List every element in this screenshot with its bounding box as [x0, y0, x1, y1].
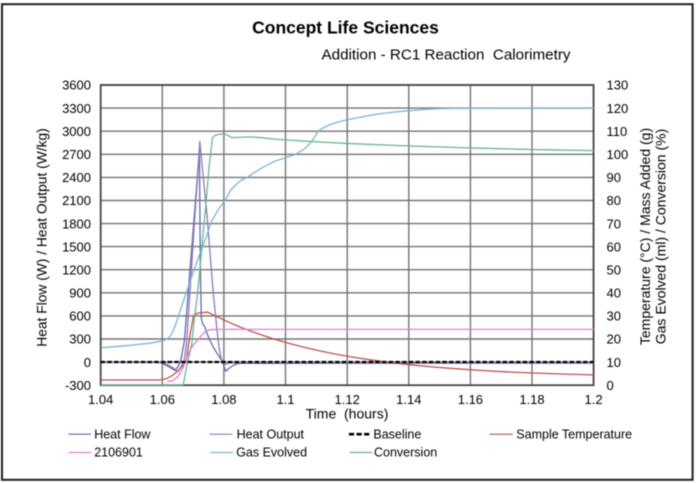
- svg-text:2100: 2100: [62, 193, 91, 208]
- svg-text:1.1: 1.1: [276, 392, 294, 407]
- svg-text:Heat Flow (W) / Heat Output (: Heat Flow (W) / Heat Output (W/kg): [35, 128, 50, 347]
- svg-text:20: 20: [607, 332, 621, 347]
- svg-text:1500: 1500: [62, 239, 91, 254]
- svg-text:900: 900: [69, 286, 91, 301]
- svg-text:Temperature (°C) / Mass Added: Temperature (°C) / Mass Added (g): [637, 128, 653, 345]
- svg-text:40: 40: [607, 286, 621, 301]
- svg-text:2106901: 2106901: [94, 446, 143, 460]
- svg-text:1.08: 1.08: [211, 392, 236, 407]
- svg-text:100: 100: [607, 147, 629, 162]
- svg-text:70: 70: [607, 216, 621, 231]
- svg-text:Gas Evolved (ml) / Conversion: Gas Evolved (ml) / Conversion (%): [653, 129, 669, 345]
- svg-text:Concept Life Sciences: Concept Life Sciences: [252, 18, 439, 38]
- svg-text:2700: 2700: [62, 147, 91, 162]
- svg-text:Sample Temperature: Sample Temperature: [516, 427, 632, 441]
- svg-text:Time (hours): Time (hours): [306, 406, 389, 422]
- svg-text:3300: 3300: [62, 101, 91, 116]
- svg-text:120: 120: [607, 101, 629, 116]
- svg-text:10: 10: [607, 355, 621, 370]
- svg-text:Baseline: Baseline: [373, 427, 421, 441]
- svg-text:2400: 2400: [62, 170, 91, 185]
- svg-text:Gas Evolved: Gas Evolved: [236, 446, 307, 460]
- svg-text:300: 300: [69, 332, 91, 347]
- svg-text:60: 60: [607, 239, 621, 254]
- svg-text:0: 0: [607, 378, 614, 393]
- svg-text:Addition - RC1 Reaction Calor: Addition - RC1 Reaction Calorimetry: [322, 47, 571, 64]
- svg-text:-300: -300: [65, 378, 91, 393]
- svg-text:1.06: 1.06: [150, 392, 175, 407]
- svg-text:30: 30: [607, 309, 621, 324]
- svg-text:90: 90: [607, 170, 621, 185]
- svg-text:Heat Output: Heat Output: [237, 427, 305, 441]
- svg-text:50: 50: [607, 262, 621, 277]
- svg-text:3000: 3000: [62, 124, 91, 139]
- svg-text:80: 80: [607, 193, 621, 208]
- svg-text:0: 0: [84, 355, 91, 370]
- svg-text:600: 600: [69, 309, 91, 324]
- svg-text:Conversion: Conversion: [374, 446, 437, 460]
- svg-text:130: 130: [607, 78, 629, 93]
- svg-text:Heat Flow: Heat Flow: [94, 427, 151, 441]
- svg-text:1.04: 1.04: [88, 392, 113, 407]
- svg-text:1.16: 1.16: [458, 392, 483, 407]
- svg-text:1800: 1800: [62, 216, 91, 231]
- svg-text:1.14: 1.14: [396, 392, 421, 407]
- svg-text:1.12: 1.12: [335, 392, 360, 407]
- svg-text:3600: 3600: [62, 78, 91, 93]
- svg-text:1.18: 1.18: [519, 392, 544, 407]
- svg-text:1.2: 1.2: [585, 392, 603, 407]
- svg-text:1200: 1200: [62, 262, 91, 277]
- svg-text:110: 110: [607, 124, 628, 139]
